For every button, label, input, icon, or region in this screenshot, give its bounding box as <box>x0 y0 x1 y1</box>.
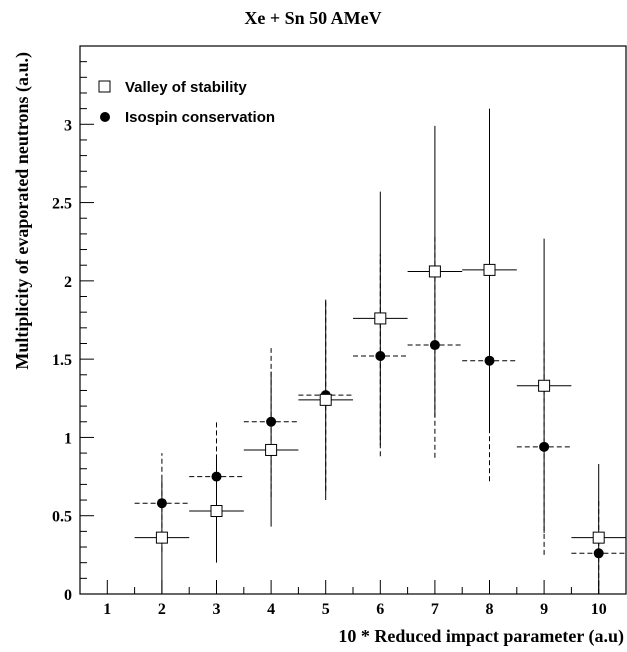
data-point-open-square <box>374 312 387 325</box>
data-point-open-square <box>155 531 168 544</box>
x-tick-label: 8 <box>486 601 494 618</box>
y-tick-label: 0.5 <box>52 509 72 526</box>
x-tick-label: 6 <box>376 601 384 618</box>
data-point-open-square <box>538 379 551 392</box>
x-tick-label: 10 <box>591 601 607 618</box>
data-point-open-square <box>210 505 223 518</box>
legend-marker-filled-circle <box>100 112 110 122</box>
legend-marker-open-square <box>98 80 111 93</box>
x-tick-label: 3 <box>213 601 221 618</box>
y-tick-label: 2 <box>64 274 72 291</box>
y-tick-label: 1 <box>64 430 72 447</box>
y-axis-label: Multiplicity of evaporated neutrons (a.u… <box>12 52 33 370</box>
y-tick-label: 3 <box>64 117 72 134</box>
y-tick-label: 1.5 <box>52 352 72 369</box>
x-tick-label: 9 <box>540 601 548 618</box>
x-tick-label: 7 <box>431 601 439 618</box>
data-point-open-square <box>428 265 441 278</box>
chart-title: Xe + Sn 50 AMeV <box>244 8 381 28</box>
axis-ticks-layer: 1 2 3 4 5 6 7 8 9 10 0 0.5 1 1.5 2 2.5 3 <box>52 61 607 618</box>
x-axis-label: 10 * Reduced impact parameter (a.u) <box>338 626 624 647</box>
data-point-open-square <box>319 393 332 406</box>
y-tick-label: 0 <box>64 587 72 604</box>
data-point-open-square <box>592 531 605 544</box>
x-tick-label: 2 <box>158 601 166 618</box>
data-point-open-square <box>483 263 496 276</box>
legend-label-valley-of-stability: Valley of stability <box>125 79 247 96</box>
x-tick-label: 1 <box>103 601 111 618</box>
legend-label-isospin-conservation: Isospin conservation <box>125 109 275 126</box>
legend: Valley of stability Isospin conservation <box>98 79 275 126</box>
x-tick-label: 5 <box>322 601 330 618</box>
data-point-open-square <box>265 443 278 456</box>
x-tick-label: 4 <box>267 601 275 618</box>
data-layer <box>134 108 626 594</box>
y-tick-label: 2.5 <box>52 196 72 213</box>
series-valley-of-stability <box>134 108 626 594</box>
